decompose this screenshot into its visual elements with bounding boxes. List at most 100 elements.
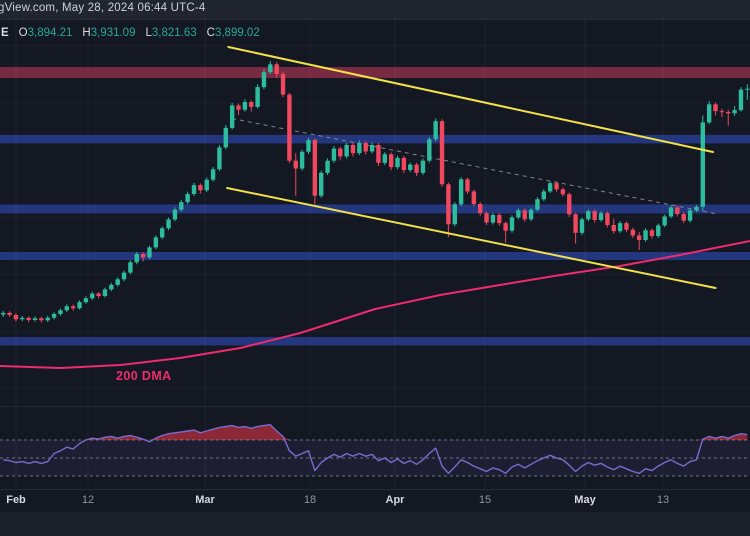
candle-body bbox=[579, 219, 585, 233]
time-axis-border bbox=[0, 489, 750, 490]
channel-upper-yellow[interactable] bbox=[227, 46, 714, 153]
candle-up bbox=[420, 158, 426, 175]
candle-body bbox=[439, 121, 445, 185]
candle-body bbox=[96, 293, 101, 296]
lower-highs-dashed[interactable] bbox=[232, 118, 718, 215]
candle-up bbox=[134, 252, 139, 265]
candle-down bbox=[637, 232, 642, 250]
candle-body bbox=[236, 105, 241, 110]
candle-body bbox=[649, 230, 655, 236]
top-toolbar-strip: gView.com, May 28, 2024 06:44 UTC-4 bbox=[0, 0, 750, 20]
candle-body bbox=[83, 298, 89, 303]
price-pane[interactable] bbox=[0, 19, 750, 488]
candle-up bbox=[32, 316, 38, 322]
candle-down bbox=[287, 92, 292, 163]
candle-down bbox=[503, 221, 508, 243]
ohlc-readout: E O3,894.21 H3,931.09 L3,821.63 C3,899.0… bbox=[1, 27, 260, 39]
candle-body bbox=[287, 94, 292, 161]
candle-body bbox=[433, 121, 438, 140]
candle-body bbox=[624, 223, 629, 230]
candle-up bbox=[153, 235, 159, 250]
candle-up bbox=[643, 228, 648, 242]
candle-up bbox=[268, 61, 273, 75]
candle-up bbox=[535, 197, 540, 212]
candle-down bbox=[312, 138, 318, 205]
candle-up bbox=[382, 152, 387, 165]
candle-down bbox=[592, 209, 597, 223]
candle-body bbox=[217, 147, 222, 170]
candle-up bbox=[458, 177, 464, 207]
candle-down bbox=[280, 71, 286, 98]
x-axis-tick-18: 18 bbox=[303, 494, 317, 506]
candle-up bbox=[1, 311, 6, 318]
candle-body bbox=[306, 140, 311, 152]
candle-up bbox=[706, 101, 712, 125]
candle-body bbox=[535, 199, 540, 210]
candle-body bbox=[401, 157, 407, 170]
candle-down bbox=[675, 205, 680, 217]
candle-body bbox=[395, 157, 400, 168]
candle-up bbox=[490, 212, 496, 225]
candlestick-series bbox=[1, 61, 750, 323]
candle-body bbox=[420, 160, 426, 173]
rsi-line bbox=[3, 424, 748, 474]
candle-down bbox=[39, 316, 44, 323]
candle-body bbox=[198, 185, 203, 191]
candle-body bbox=[388, 154, 394, 168]
candle-down bbox=[605, 211, 610, 228]
candle-body bbox=[503, 223, 508, 231]
candle-up bbox=[516, 208, 521, 220]
candle-up bbox=[128, 260, 133, 275]
candle-body bbox=[350, 145, 356, 154]
candle-body bbox=[427, 139, 432, 161]
candle-up bbox=[687, 208, 693, 223]
candle-body bbox=[204, 179, 209, 191]
x-axis-tick-13: 13 bbox=[656, 494, 670, 506]
candle-body bbox=[516, 210, 521, 218]
x-axis-tick-15: 15 bbox=[478, 494, 492, 506]
candle-body bbox=[299, 151, 305, 169]
candle-body bbox=[452, 204, 457, 225]
candle-body bbox=[573, 214, 578, 233]
pane-separator[interactable] bbox=[0, 406, 750, 407]
rsi-pane[interactable] bbox=[0, 424, 750, 477]
candle-body bbox=[223, 127, 228, 148]
candle-up bbox=[738, 87, 744, 112]
candle-body bbox=[567, 194, 572, 215]
candle-body bbox=[357, 142, 362, 154]
candle-up bbox=[51, 312, 57, 320]
candle-up bbox=[121, 270, 127, 282]
candle-body bbox=[700, 122, 705, 207]
candle-down bbox=[649, 228, 655, 239]
candle-body bbox=[166, 219, 171, 229]
candle-up bbox=[179, 200, 184, 212]
x-axis-tick-apr: Apr bbox=[385, 494, 405, 506]
candle-up bbox=[172, 207, 178, 222]
candle-body bbox=[229, 105, 235, 128]
candle-body bbox=[280, 74, 286, 95]
channel-lower-yellow[interactable] bbox=[226, 187, 717, 289]
candle-up bbox=[45, 315, 50, 322]
candle-down bbox=[70, 304, 76, 311]
candle-up bbox=[547, 181, 553, 194]
candle-down bbox=[624, 221, 629, 233]
candle-up bbox=[20, 316, 25, 322]
candle-up bbox=[344, 142, 349, 159]
candle-down bbox=[7, 311, 12, 317]
candle-up bbox=[745, 84, 750, 100]
candle-down bbox=[439, 119, 445, 187]
candle-body bbox=[446, 184, 451, 225]
support-zone-blue-2 bbox=[0, 204, 750, 214]
candle-body bbox=[344, 145, 349, 157]
candle-body bbox=[172, 209, 178, 220]
ma-200-line bbox=[0, 240, 750, 369]
candle-up bbox=[166, 217, 171, 231]
candle-body bbox=[160, 228, 165, 238]
candle-body bbox=[465, 179, 470, 192]
candle-body bbox=[7, 312, 12, 315]
candle-body bbox=[528, 209, 534, 220]
candle-up bbox=[217, 145, 222, 172]
candle-up bbox=[242, 99, 248, 112]
